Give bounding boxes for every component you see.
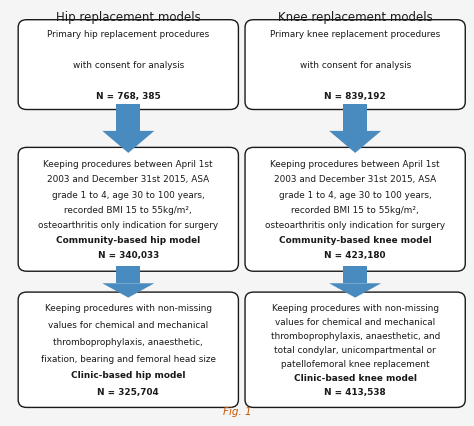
FancyBboxPatch shape (245, 20, 465, 110)
Text: N = 423,180: N = 423,180 (324, 251, 386, 260)
Text: values for chemical and mechanical: values for chemical and mechanical (48, 320, 209, 329)
Text: Keeping procedures with non-missing: Keeping procedures with non-missing (272, 304, 438, 313)
FancyBboxPatch shape (18, 148, 238, 272)
Text: osteoarthritis only indication for surgery: osteoarthritis only indication for surge… (38, 221, 219, 230)
Text: Clinic-based knee model: Clinic-based knee model (294, 373, 417, 383)
FancyBboxPatch shape (245, 148, 465, 272)
Text: 2003 and December 31st 2015, ASA: 2003 and December 31st 2015, ASA (274, 175, 436, 184)
Text: Fig. 1: Fig. 1 (223, 406, 251, 416)
Polygon shape (117, 105, 140, 132)
Polygon shape (102, 132, 155, 153)
Text: N = 340,033: N = 340,033 (98, 251, 159, 260)
Text: patellofemoral knee replacement: patellofemoral knee replacement (281, 360, 429, 368)
Text: fixation, bearing and femoral head size: fixation, bearing and femoral head size (41, 354, 216, 363)
Text: N = 839,192: N = 839,192 (324, 92, 386, 101)
Text: Hip replacement models: Hip replacement models (56, 12, 201, 24)
FancyBboxPatch shape (245, 292, 465, 408)
Text: total condylar, unicompartmental or: total condylar, unicompartmental or (274, 345, 436, 354)
Text: values for chemical and mechanical: values for chemical and mechanical (275, 317, 435, 326)
Text: N = 413,538: N = 413,538 (324, 387, 386, 396)
Text: N = 768, 385: N = 768, 385 (96, 92, 161, 101)
Text: N = 325,704: N = 325,704 (98, 387, 159, 396)
Text: Knee replacement models: Knee replacement models (278, 12, 433, 24)
Text: Community-based hip model: Community-based hip model (56, 236, 201, 245)
FancyBboxPatch shape (18, 20, 238, 110)
Text: 2003 and December 31st 2015, ASA: 2003 and December 31st 2015, ASA (47, 175, 210, 184)
Polygon shape (117, 266, 140, 284)
Text: with consent for analysis: with consent for analysis (300, 61, 411, 70)
FancyBboxPatch shape (18, 292, 238, 408)
Text: thromboprophylaxis, anaesthetic, and: thromboprophylaxis, anaesthetic, and (271, 331, 440, 340)
Polygon shape (329, 284, 381, 298)
Text: grade 1 to 4, age 30 to 100 years,: grade 1 to 4, age 30 to 100 years, (279, 190, 431, 199)
Text: Primary knee replacement procedures: Primary knee replacement procedures (270, 30, 440, 39)
Text: recorded BMI 15 to 55kg/m²,: recorded BMI 15 to 55kg/m², (64, 205, 192, 214)
Text: Keeping procedures between April 1st: Keeping procedures between April 1st (270, 160, 440, 169)
Text: osteoarthritis only indication for surgery: osteoarthritis only indication for surge… (265, 221, 445, 230)
Text: Clinic-based hip model: Clinic-based hip model (71, 371, 185, 380)
Text: recorded BMI 15 to 55kg/m²,: recorded BMI 15 to 55kg/m², (292, 205, 419, 214)
Text: Primary hip replacement procedures: Primary hip replacement procedures (47, 30, 210, 39)
Text: Community-based knee model: Community-based knee model (279, 236, 431, 245)
Text: Keeping procedures between April 1st: Keeping procedures between April 1st (44, 160, 213, 169)
Polygon shape (329, 132, 381, 153)
Polygon shape (343, 105, 367, 132)
Text: grade 1 to 4, age 30 to 100 years,: grade 1 to 4, age 30 to 100 years, (52, 190, 205, 199)
Polygon shape (343, 266, 367, 284)
Polygon shape (102, 284, 155, 298)
Text: with consent for analysis: with consent for analysis (73, 61, 184, 70)
Text: thromboprophylaxis, anaesthetic,: thromboprophylaxis, anaesthetic, (54, 337, 203, 346)
Text: Keeping procedures with non-missing: Keeping procedures with non-missing (45, 304, 212, 313)
